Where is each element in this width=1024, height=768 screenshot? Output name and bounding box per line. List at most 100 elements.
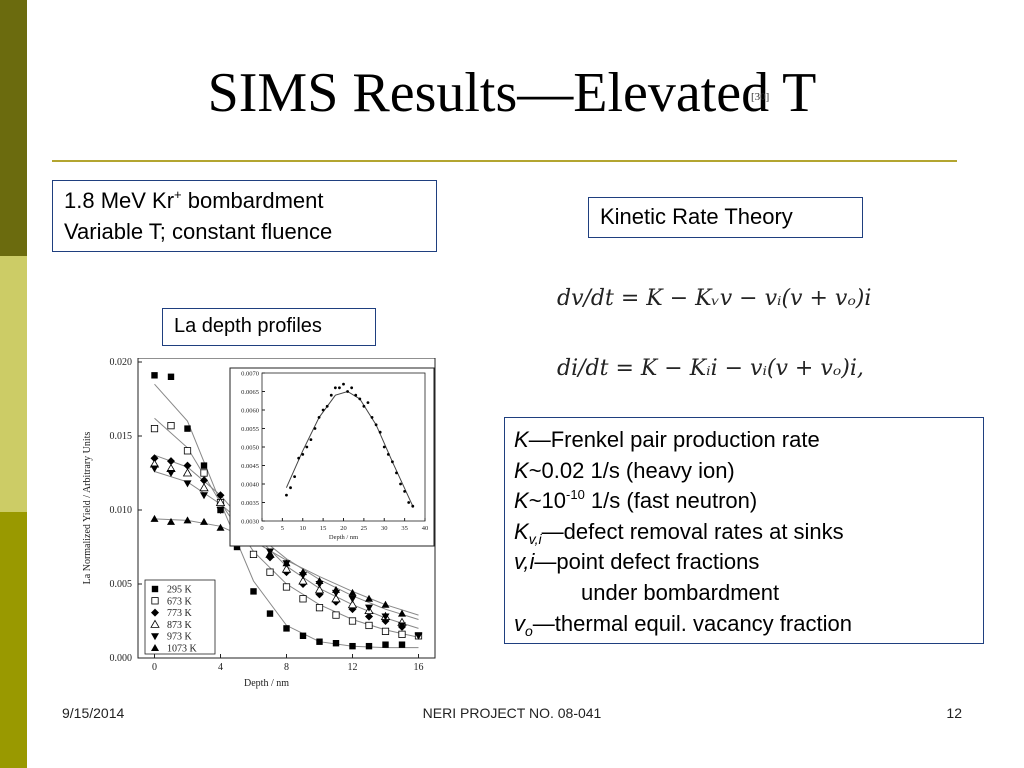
legend-label: 295 K <box>167 585 193 596</box>
data-point <box>266 610 274 617</box>
def-text: —Frenkel pair production rate <box>528 427 820 452</box>
data-point <box>348 617 357 625</box>
inset-y-tick-label: 0.0050 <box>241 445 259 452</box>
data-point <box>200 476 208 485</box>
data-point <box>200 469 208 477</box>
data-point <box>150 454 159 463</box>
legend-marker <box>151 608 159 617</box>
inset-data-point <box>346 390 349 393</box>
inset-y-tick-label: 0.0065 <box>241 389 259 396</box>
data-point <box>365 642 373 650</box>
inset-x-tick-label: 0 <box>260 525 263 532</box>
data-point <box>266 550 274 558</box>
data-point <box>151 372 158 379</box>
data-point <box>398 630 406 638</box>
data-point <box>184 425 191 432</box>
data-point <box>365 604 373 612</box>
data-point <box>381 613 390 621</box>
inset-y-tick-label: 0.0055 <box>241 426 259 433</box>
inset-data-point <box>293 475 296 478</box>
inset-y-tick-label: 0.0040 <box>241 482 259 489</box>
data-point <box>199 482 209 492</box>
def-text: —thermal equil. vacancy fraction <box>532 610 852 636</box>
inset-data-point <box>333 386 337 390</box>
data-point <box>167 422 175 430</box>
legend-label: 973 K <box>167 632 193 643</box>
inset-y-tick-label: 0.0070 <box>241 371 259 378</box>
slide-title: SIMS Results—Elevated T <box>207 62 817 124</box>
data-point <box>182 468 193 477</box>
definitions-box: K—Frenkel pair production rate K~0.02 1/… <box>504 417 984 644</box>
data-point <box>299 632 307 639</box>
data-point <box>332 640 340 647</box>
data-point <box>299 568 307 576</box>
inset-data-point <box>350 386 354 390</box>
data-point <box>315 604 324 612</box>
data-point <box>167 373 175 380</box>
data-point <box>183 447 192 455</box>
legend-label: 1073 K <box>167 644 198 655</box>
conditions-line: Variable T; constant fluence <box>64 219 333 244</box>
inset-data-point <box>386 453 390 456</box>
inset-x-tick-label: 20 <box>340 525 347 532</box>
def-text: ~10 <box>528 488 567 514</box>
inset-data-point <box>403 490 407 493</box>
inset-x-tick-label: 10 <box>300 525 307 532</box>
inset-series <box>285 382 415 508</box>
data-point <box>332 585 340 593</box>
x-tick-label: 12 <box>348 662 358 673</box>
legend-marker <box>151 585 159 593</box>
inset-data-point <box>370 416 374 419</box>
inset-x-tick-label: 30 <box>381 525 388 532</box>
data-point <box>298 576 308 585</box>
data-point <box>167 470 175 477</box>
inset-data-point <box>354 393 358 397</box>
inset-y-tick-label: 0.0035 <box>241 500 259 507</box>
def-symbol: K <box>514 518 529 544</box>
data-point <box>216 523 225 531</box>
def-row-vi: v,i—point defect fractions <box>514 547 974 578</box>
data-point <box>200 462 208 469</box>
data-point <box>266 568 274 576</box>
y-tick-label: 0.020 <box>110 358 133 368</box>
bombardment-line: 1.8 MeV Kr+ bombardment <box>64 185 425 216</box>
data-point <box>150 514 159 522</box>
inset-data-point <box>366 401 370 404</box>
def-subscript: v,i <box>528 530 542 547</box>
data-point <box>216 491 225 500</box>
inset-data-point <box>313 427 317 430</box>
data-point <box>382 641 389 648</box>
data-point <box>315 577 324 585</box>
data-point <box>299 595 307 603</box>
data-point <box>167 517 175 525</box>
inset-data-point <box>289 486 292 490</box>
y-axis-label: La Normalized Yield / Arbitrary Units <box>82 432 93 585</box>
inset-x-tick-label: 25 <box>361 525 368 532</box>
inset-y-tick-label: 0.0060 <box>241 408 259 415</box>
data-point <box>183 480 192 488</box>
inset-data-point <box>305 445 309 449</box>
inset-data-point <box>382 445 386 449</box>
legend-marker <box>150 619 160 628</box>
data-point <box>216 507 225 514</box>
bombardment-text: 1.8 MeV Kr <box>64 188 175 213</box>
inset-frame <box>229 367 435 547</box>
inset-data-point <box>342 382 345 386</box>
data-point <box>200 517 208 525</box>
legend-label: 673 K <box>167 596 193 607</box>
inset-data-point <box>399 482 402 486</box>
data-point <box>150 425 159 433</box>
x-tick-label: 4 <box>218 662 223 673</box>
footer-date: 9/15/2014 <box>62 705 125 721</box>
def-symbol: v,i <box>514 549 535 575</box>
inset-data-point <box>321 408 325 412</box>
charge-sup: + <box>174 187 182 202</box>
data-point <box>282 583 291 591</box>
data-point <box>281 564 292 573</box>
data-point <box>183 516 192 524</box>
data-point <box>348 595 357 603</box>
data-point <box>215 497 226 507</box>
def-text: —defect removal rates at sinks <box>541 518 844 544</box>
data-point <box>365 594 373 602</box>
x-axis-label: Depth / nm <box>244 678 289 689</box>
